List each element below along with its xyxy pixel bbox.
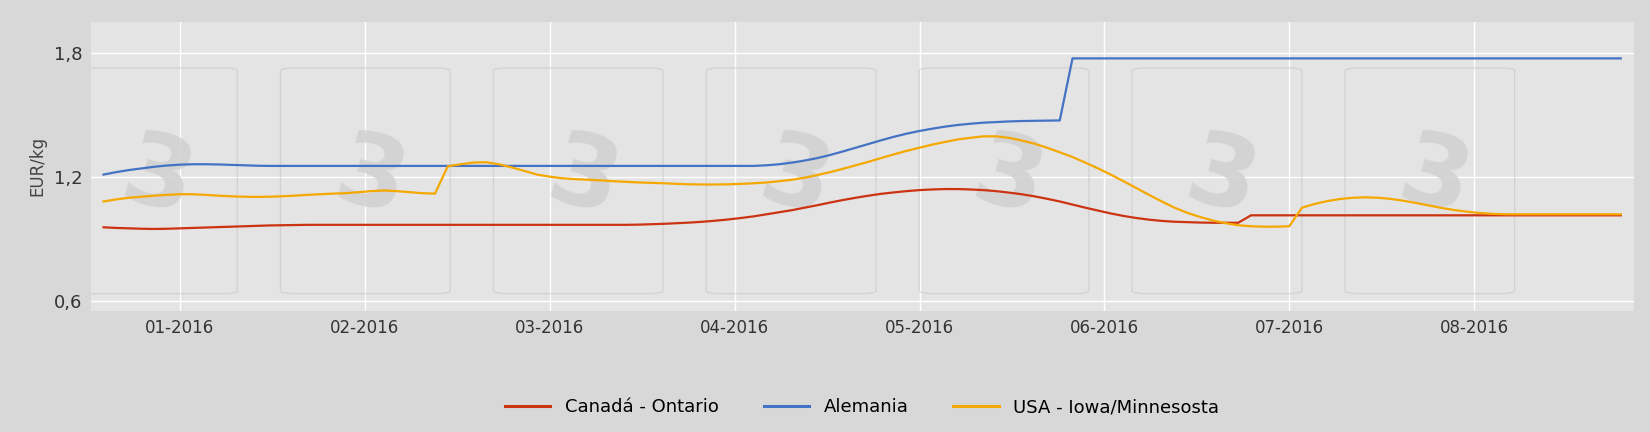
Text: 3: 3 — [536, 125, 629, 237]
Text: 3: 3 — [749, 125, 842, 237]
Y-axis label: EUR/kg: EUR/kg — [28, 136, 46, 197]
Text: 3: 3 — [323, 125, 416, 237]
Text: 3: 3 — [1388, 125, 1480, 237]
Text: 3: 3 — [1175, 125, 1267, 237]
Text: 3: 3 — [111, 125, 203, 237]
Text: 3: 3 — [962, 125, 1054, 237]
Legend: Canadá - Ontario, Alemania, USA - Iowa/Minnesosta: Canadá - Ontario, Alemania, USA - Iowa/M… — [498, 391, 1226, 424]
